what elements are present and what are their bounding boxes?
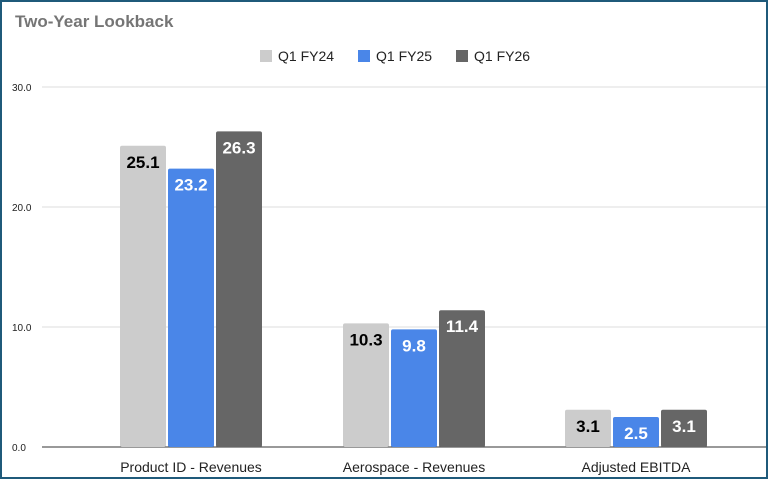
y-tick-label: 10.0 xyxy=(12,323,32,334)
bar xyxy=(661,409,707,447)
bar xyxy=(168,168,214,447)
data-label: 2.5 xyxy=(624,424,648,443)
data-label: 23.2 xyxy=(174,176,207,195)
y-tick-label: 30.0 xyxy=(12,83,32,94)
data-label: 25.1 xyxy=(126,153,159,172)
y-tick-label: 0.0 xyxy=(12,443,26,454)
legend-swatch xyxy=(456,50,468,62)
data-label: 10.3 xyxy=(349,330,382,349)
data-label: 3.1 xyxy=(576,417,600,436)
data-label: 3.1 xyxy=(672,417,696,436)
data-label: 11.4 xyxy=(446,317,479,336)
bar xyxy=(120,145,166,448)
bar xyxy=(565,409,611,447)
data-label: 9.8 xyxy=(402,336,426,355)
chart-title: Two-Year Lookback xyxy=(15,12,174,31)
bar xyxy=(613,417,659,447)
data-label: 26.3 xyxy=(222,138,255,157)
bar xyxy=(391,329,437,447)
legend-label: Q1 FY25 xyxy=(376,48,432,64)
legend-label: Q1 FY24 xyxy=(278,48,334,64)
bar xyxy=(343,323,389,447)
bar xyxy=(439,310,485,447)
bar xyxy=(216,131,262,447)
x-tick-label: Product ID - Revenues xyxy=(120,459,262,475)
x-tick-label: Aerospace - Revenues xyxy=(343,459,485,475)
x-tick-label: Adjusted EBITDA xyxy=(582,459,692,475)
legend-label: Q1 FY26 xyxy=(474,48,530,64)
legend-swatch xyxy=(358,50,370,62)
y-tick-label: 20.0 xyxy=(12,203,32,214)
legend-swatch xyxy=(260,50,272,62)
